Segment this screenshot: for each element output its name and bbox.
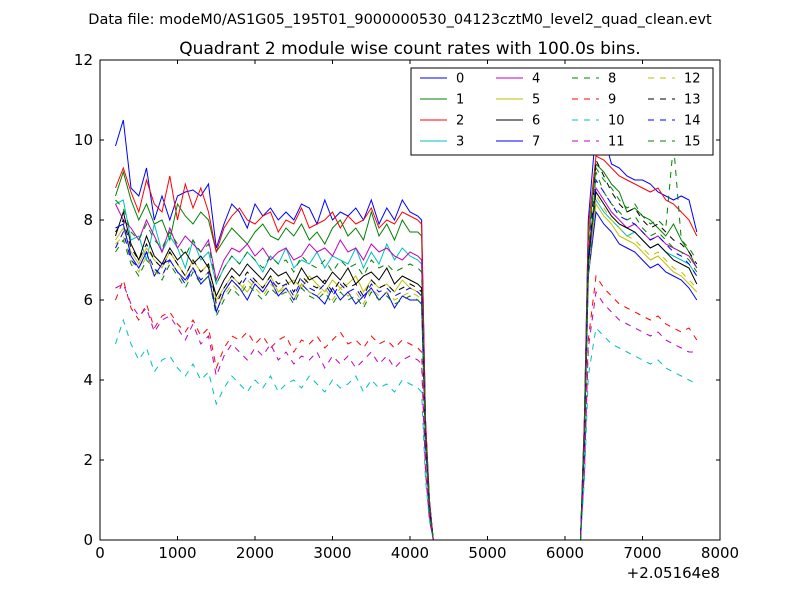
series-line-3 — [115, 198, 698, 541]
x-tick-label: 6000 — [546, 544, 584, 562]
legend-label: 9 — [608, 93, 616, 108]
chart-title: Quadrant 2 module wise count rates with … — [179, 39, 640, 59]
legend-entry-5: 5 — [496, 93, 540, 108]
x-offset-label: +2.05164e8 — [627, 564, 720, 582]
legend-entry-2: 2 — [420, 114, 464, 129]
legend-label: 8 — [608, 72, 616, 87]
series-line-4 — [115, 186, 698, 541]
legend-entry-15: 15 — [648, 135, 701, 150]
y-tick-label: 2 — [83, 451, 93, 469]
series-line-14 — [115, 178, 698, 541]
x-tick-label: 0 — [95, 544, 105, 562]
y-tick-label: 6 — [83, 291, 93, 309]
y-tick-label: 12 — [74, 51, 93, 69]
x-tick-label: 8000 — [701, 544, 739, 562]
legend-entry-0: 0 — [420, 72, 464, 87]
legend-entry-10: 10 — [572, 114, 625, 129]
legend-label: 4 — [532, 72, 540, 87]
legend-label: 12 — [684, 72, 701, 87]
legend-entry-8: 8 — [572, 72, 616, 87]
legend-entry-4: 4 — [496, 72, 540, 87]
y-tick-label: 10 — [74, 131, 93, 149]
legend-label: 10 — [608, 114, 625, 129]
ticks-layer: 0 1000 2000 3000 4000 5000 6000 7000 80000246810… — [74, 51, 739, 562]
legend-entry-12: 12 — [648, 72, 701, 87]
series-line-2 — [115, 155, 698, 541]
legend-entry-3: 3 — [420, 135, 464, 150]
series-line-8 — [115, 171, 698, 541]
legend-label: 13 — [684, 93, 701, 108]
legend-label: 6 — [532, 114, 540, 129]
legend-entry-1: 1 — [420, 93, 464, 108]
legend-label: 3 — [456, 135, 464, 150]
x-tick-label: 1000 — [158, 544, 196, 562]
legend-entry-13: 13 — [648, 93, 701, 108]
legend-label: 15 — [684, 135, 701, 150]
legend-label: 11 — [608, 135, 625, 150]
legend-label: 14 — [684, 114, 701, 129]
y-tick-label: 4 — [83, 371, 93, 389]
x-tick-label: 3000 — [313, 544, 351, 562]
series-line-9 — [115, 274, 698, 541]
legend-label: 5 — [532, 93, 540, 108]
legend-label: 1 — [456, 93, 464, 108]
series-layer — [115, 119, 698, 541]
x-tick-label: 2000 — [236, 544, 274, 562]
y-tick-label: 8 — [83, 211, 93, 229]
y-tick-label: 0 — [83, 531, 93, 549]
x-tick-label: 7000 — [623, 544, 661, 562]
series-line-12 — [115, 194, 698, 541]
legend-entry-9: 9 — [572, 93, 616, 108]
legend-label: 7 — [532, 135, 540, 150]
legend-label: 2 — [456, 114, 464, 129]
series-line-6 — [115, 190, 698, 541]
x-tick-label: 5000 — [468, 544, 506, 562]
legend-label: 0 — [456, 72, 464, 87]
figure-suptitle: Data file: modeM0/AS1G05_195T01_90000005… — [88, 12, 712, 28]
series-line-10 — [115, 318, 698, 541]
x-tick-label: 4000 — [391, 544, 429, 562]
series-line-11 — [115, 283, 697, 541]
series-line-15 — [115, 143, 698, 541]
legend-entry-14: 14 — [648, 114, 701, 129]
legend-entry-11: 11 — [572, 135, 625, 150]
legend-entry-6: 6 — [496, 114, 540, 129]
legend-entry-7: 7 — [496, 135, 540, 150]
